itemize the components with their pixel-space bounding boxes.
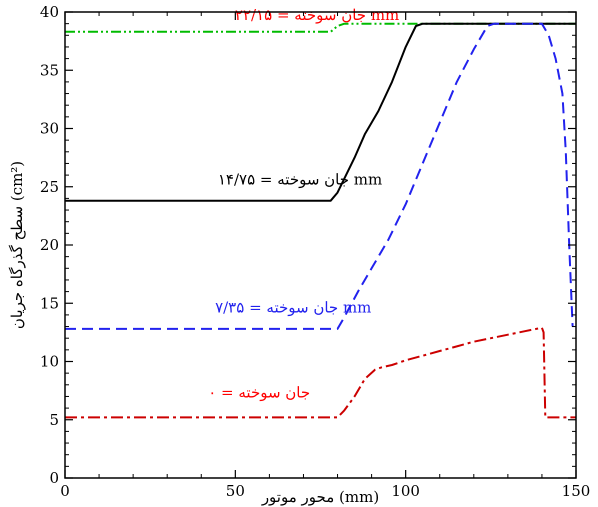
x-axis-label: محور موتور (mm) — [261, 488, 379, 506]
y-tick-label: 35 — [40, 61, 59, 79]
series-annotation-0: جان سوخته = ۲۲/۱۵ mm — [235, 6, 399, 24]
series-annotation-1: جان سوخته = ۱۴/۷۵ mm — [218, 170, 382, 188]
y-tick-label: 5 — [49, 411, 59, 429]
y-tick-label: 0 — [49, 469, 59, 487]
x-tick-label: 50 — [226, 482, 245, 500]
x-tick-label: 150 — [562, 482, 591, 500]
series-annotation-3: جان سوخته = ۰ — [208, 384, 310, 402]
y-tick-label: 25 — [40, 178, 59, 196]
series-layer — [65, 22, 576, 419]
y-tick-label: 10 — [40, 353, 59, 371]
x-tick-label: 100 — [391, 482, 420, 500]
series-line-1 — [65, 22, 576, 202]
axis-layer: 0 50 100 150 0 5 10 15 20 25 30 35 40 — [40, 3, 590, 500]
annotation-layer: جان سوخته = ۲۲/۱۵ mm جان سوخته = ۱۴/۷۵ mm… — [208, 6, 399, 401]
x-tick-label: 0 — [60, 482, 70, 500]
y-tick-label: 40 — [40, 3, 59, 21]
y-axis-label: سطح گذرگاه جریان (cm²) — [8, 161, 26, 329]
y-tick-label: 20 — [40, 236, 59, 254]
y-tick-label: 15 — [40, 294, 59, 312]
series-line-3 — [65, 326, 576, 419]
series-annotation-2: جان سوخته = ۷/۳۵ mm — [215, 299, 371, 317]
y-tick-label: 30 — [40, 120, 59, 138]
series-line-2 — [65, 22, 574, 330]
